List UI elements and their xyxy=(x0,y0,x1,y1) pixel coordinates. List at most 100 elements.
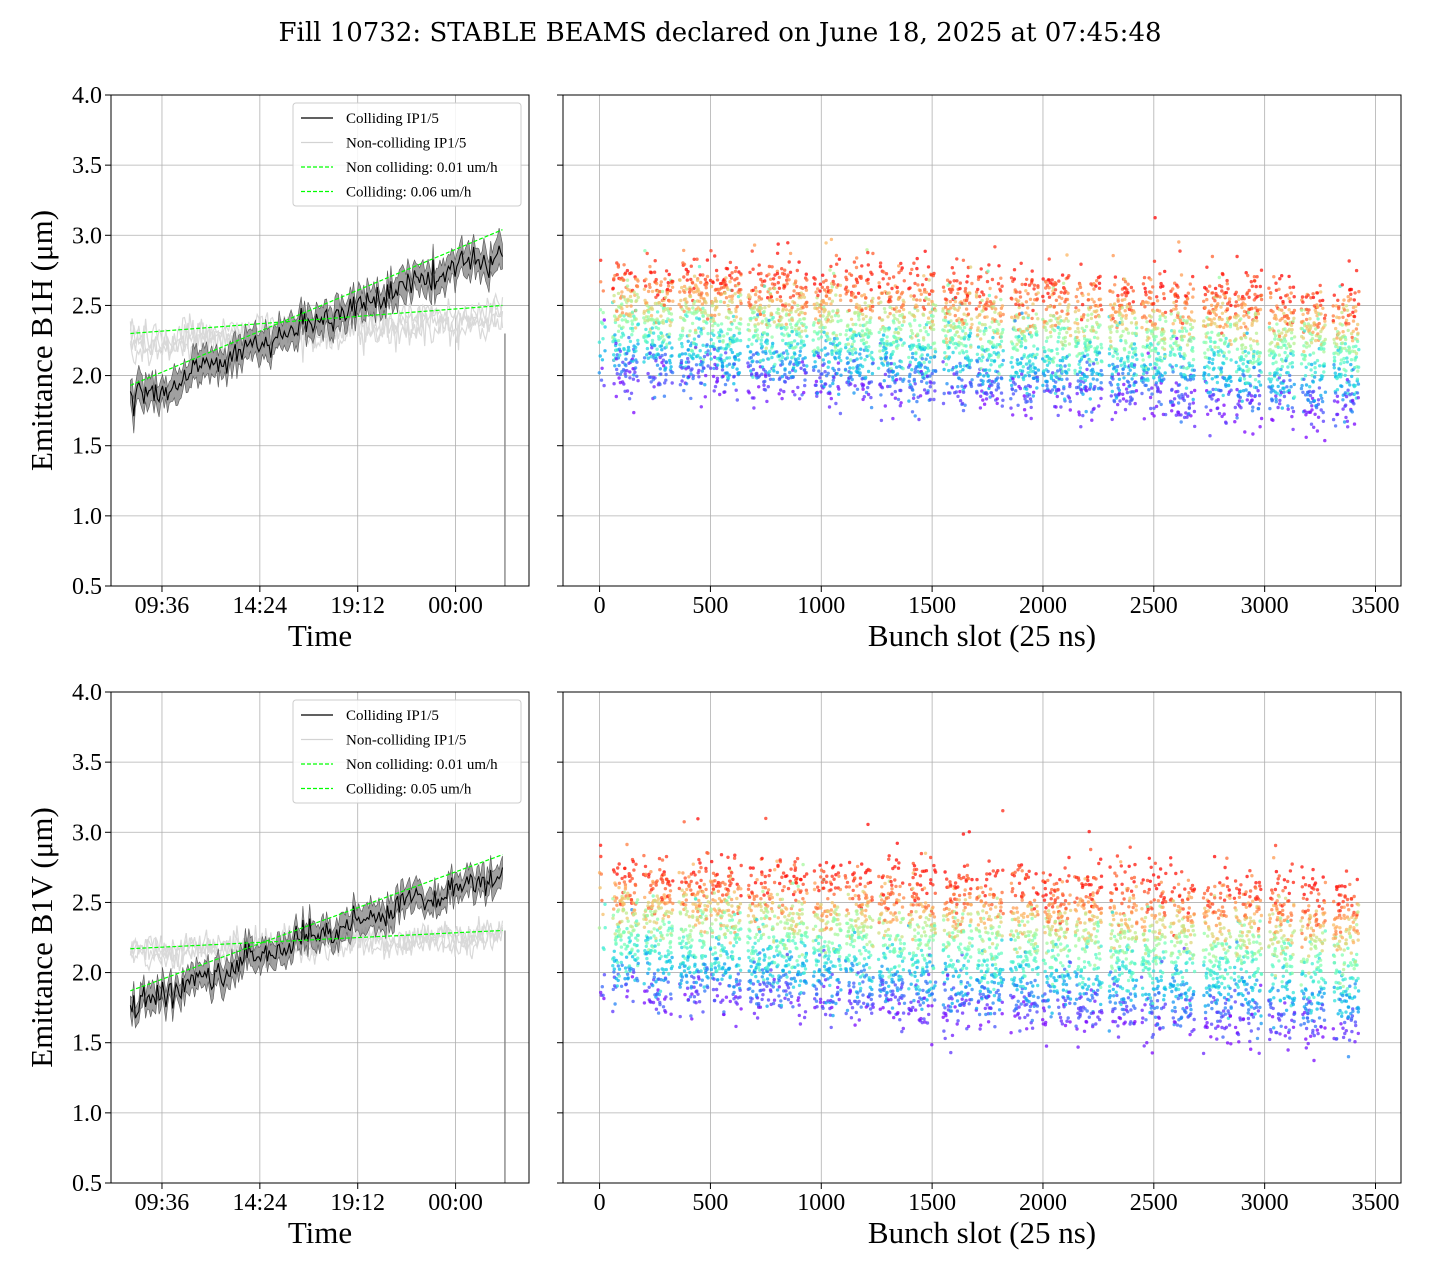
bunch-point xyxy=(1016,362,1020,366)
y-tick-label: 3.5 xyxy=(72,750,102,776)
bunch-point xyxy=(1254,284,1258,289)
bunch-point xyxy=(1191,401,1196,405)
bunch-point xyxy=(855,357,859,361)
bunch-point xyxy=(664,366,668,370)
bunch-point xyxy=(1322,341,1327,346)
bunch-point xyxy=(836,309,840,313)
bunch-point xyxy=(1355,391,1360,395)
bunch-point xyxy=(1050,388,1055,392)
bunch-point xyxy=(635,298,639,303)
bunch-point xyxy=(838,293,842,298)
bunch-point xyxy=(1066,319,1070,323)
bunch-point xyxy=(1313,366,1317,370)
bunch-point xyxy=(1244,388,1248,392)
bunch-point xyxy=(912,393,916,397)
bunch-point xyxy=(879,300,883,304)
bunch-point xyxy=(866,385,870,390)
bunch-point xyxy=(911,351,915,356)
bunch-point xyxy=(941,360,945,364)
bunch-point xyxy=(999,276,1003,280)
bunch-point xyxy=(1122,376,1126,380)
bunch-point xyxy=(759,338,763,342)
bunch-point xyxy=(682,248,686,253)
bunch-point xyxy=(1205,265,1209,269)
bunch-point xyxy=(635,360,639,364)
bunch-point xyxy=(1081,293,1085,298)
bunch-point xyxy=(1058,315,1062,319)
bunch-point xyxy=(1257,393,1262,398)
bunch-point xyxy=(643,298,647,303)
bunch-point xyxy=(909,328,914,333)
bunch-point xyxy=(1121,392,1125,396)
bunch-point xyxy=(662,303,666,307)
bunch-point xyxy=(758,290,762,294)
bunch-point xyxy=(1331,417,1336,422)
bunch-point xyxy=(1075,354,1079,358)
bunch-point xyxy=(747,328,752,333)
bunch-point xyxy=(1015,371,1019,376)
bunch-point xyxy=(1062,397,1067,401)
bunch-point xyxy=(684,287,689,291)
bunch-point xyxy=(696,353,700,358)
bunch-point xyxy=(711,328,715,333)
bunch-point xyxy=(1303,357,1307,362)
bunch-point xyxy=(981,382,985,386)
bunch-point xyxy=(1126,359,1130,363)
y-tick-label: 1.5 xyxy=(72,434,102,460)
bunch-point xyxy=(625,284,630,288)
bunch-point xyxy=(1084,385,1088,389)
bunch-point xyxy=(780,362,785,366)
bunch-point xyxy=(1291,409,1296,414)
bunch-point xyxy=(986,348,990,352)
bunch-point xyxy=(1047,295,1052,299)
bunch-point xyxy=(1285,385,1289,389)
bunch-point xyxy=(854,333,858,338)
bunch-point xyxy=(892,313,896,317)
bunch-point xyxy=(708,352,712,356)
bunch-point xyxy=(1145,320,1149,324)
bunch-point xyxy=(1121,371,1125,376)
bunch-point xyxy=(998,365,1002,369)
bunch-point xyxy=(1088,385,1093,389)
bunch-point xyxy=(985,279,990,284)
bunch-point xyxy=(976,287,980,292)
bunch-point xyxy=(762,309,766,314)
bunch-point xyxy=(850,377,854,382)
bunch-point xyxy=(884,346,888,351)
bunch-point xyxy=(1203,351,1207,355)
bunch-point xyxy=(1023,339,1028,343)
bunch-point xyxy=(759,306,764,311)
bunch-point xyxy=(927,369,931,373)
bunch-point xyxy=(870,309,875,313)
bunch-point xyxy=(1269,295,1273,300)
bunch-point xyxy=(889,356,893,360)
bunch-point xyxy=(1043,373,1047,378)
bunch-point xyxy=(617,324,621,328)
bunch-point xyxy=(1010,342,1015,346)
bunch-point xyxy=(1121,329,1125,333)
bunch-point xyxy=(947,345,951,350)
bunch-point xyxy=(1155,295,1159,299)
bunch-point xyxy=(1032,390,1036,394)
bunch-point xyxy=(612,949,616,953)
bunch-point xyxy=(705,274,710,279)
bunch-point xyxy=(1141,282,1146,286)
bunch-point xyxy=(912,343,916,347)
bunch-point xyxy=(1322,347,1326,351)
bunch-point xyxy=(730,300,734,304)
bunch-point xyxy=(1124,399,1129,403)
b1h-time-chart: 0.51.01.52.02.53.03.54.009:36 14:24 19:12 0… xyxy=(24,83,530,653)
bunch-point xyxy=(829,264,833,269)
bunch-point xyxy=(739,293,743,297)
bunch-point xyxy=(718,392,722,397)
bunch-point xyxy=(1189,414,1193,418)
bunch-point xyxy=(730,294,735,298)
bunch-point xyxy=(629,391,634,395)
bunch-point xyxy=(1125,390,1130,395)
bunch-point xyxy=(1237,297,1241,302)
bunch-point xyxy=(631,329,635,333)
bunch-point xyxy=(824,241,828,245)
bunch-point xyxy=(1057,388,1061,392)
bunch-point xyxy=(701,360,705,364)
bunch-point xyxy=(1341,330,1345,334)
